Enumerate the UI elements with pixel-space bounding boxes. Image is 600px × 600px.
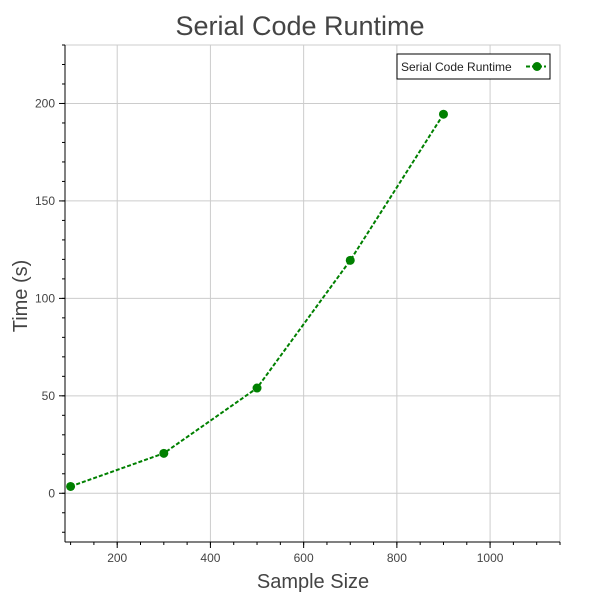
data-point bbox=[345, 255, 355, 265]
x-axis-label: Sample Size bbox=[257, 571, 369, 593]
x-tick-label: 800 bbox=[387, 551, 407, 565]
x-tick-label: 600 bbox=[294, 551, 314, 565]
grid bbox=[65, 45, 560, 542]
data-point bbox=[438, 109, 448, 119]
y-tick-label: 100 bbox=[35, 291, 55, 305]
y-tick-label: 0 bbox=[48, 486, 55, 500]
chart-title: Serial Code Runtime bbox=[175, 11, 424, 41]
y-tick-label: 200 bbox=[35, 96, 55, 110]
y-tick-label: 50 bbox=[42, 389, 56, 403]
legend-label: Serial Code Runtime bbox=[401, 60, 512, 74]
series-layer bbox=[66, 109, 448, 491]
x-tick-label: 400 bbox=[200, 551, 220, 565]
y-tick-label: 150 bbox=[35, 194, 55, 208]
data-point bbox=[66, 481, 76, 491]
data-point bbox=[159, 448, 169, 458]
legend-marker bbox=[532, 62, 542, 71]
legend-box bbox=[396, 53, 551, 80]
x-tick-label: 200 bbox=[107, 551, 127, 565]
legend: Serial Code Runtime bbox=[396, 53, 551, 80]
x-tick-label: 1000 bbox=[477, 551, 504, 565]
axes: 200 400 600 800 1000 0 50 100 150 200 bbox=[35, 44, 561, 565]
data-point bbox=[252, 383, 262, 393]
y-axis-label: Time (s) bbox=[10, 260, 32, 333]
